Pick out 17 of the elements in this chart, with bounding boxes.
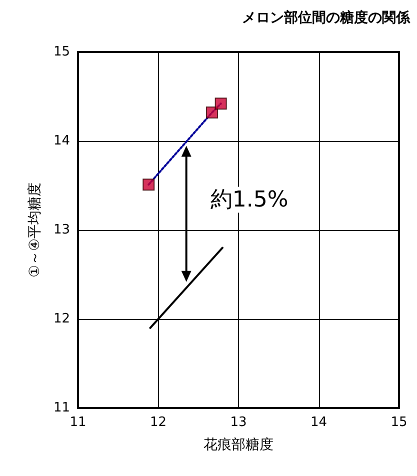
point — [214, 98, 227, 110]
y-tick-label: 14 — [53, 134, 70, 148]
annotation: 約1.5% — [210, 187, 288, 212]
y-tick-label: 13 — [53, 222, 70, 238]
x-tick-label: 14 — [310, 415, 328, 430]
x-tick-label: 15 — [390, 415, 408, 430]
chart-title: メロン部位間の糖度の関係 — [242, 9, 411, 26]
point — [142, 178, 155, 191]
point — [206, 106, 218, 119]
x-tick-label: 13 — [230, 415, 247, 430]
x-tick-label: 12 — [150, 415, 167, 430]
y-tick-label: 15 — [53, 44, 70, 60]
y-axis-title: ①～④平均糖度 — [27, 182, 43, 278]
x-tick-label: 11 — [70, 415, 86, 430]
y-tick-label: 11 — [53, 400, 70, 416]
y-tick-label: 12 — [53, 312, 70, 326]
x-axis-title: 花痕部糖度 — [204, 437, 274, 453]
